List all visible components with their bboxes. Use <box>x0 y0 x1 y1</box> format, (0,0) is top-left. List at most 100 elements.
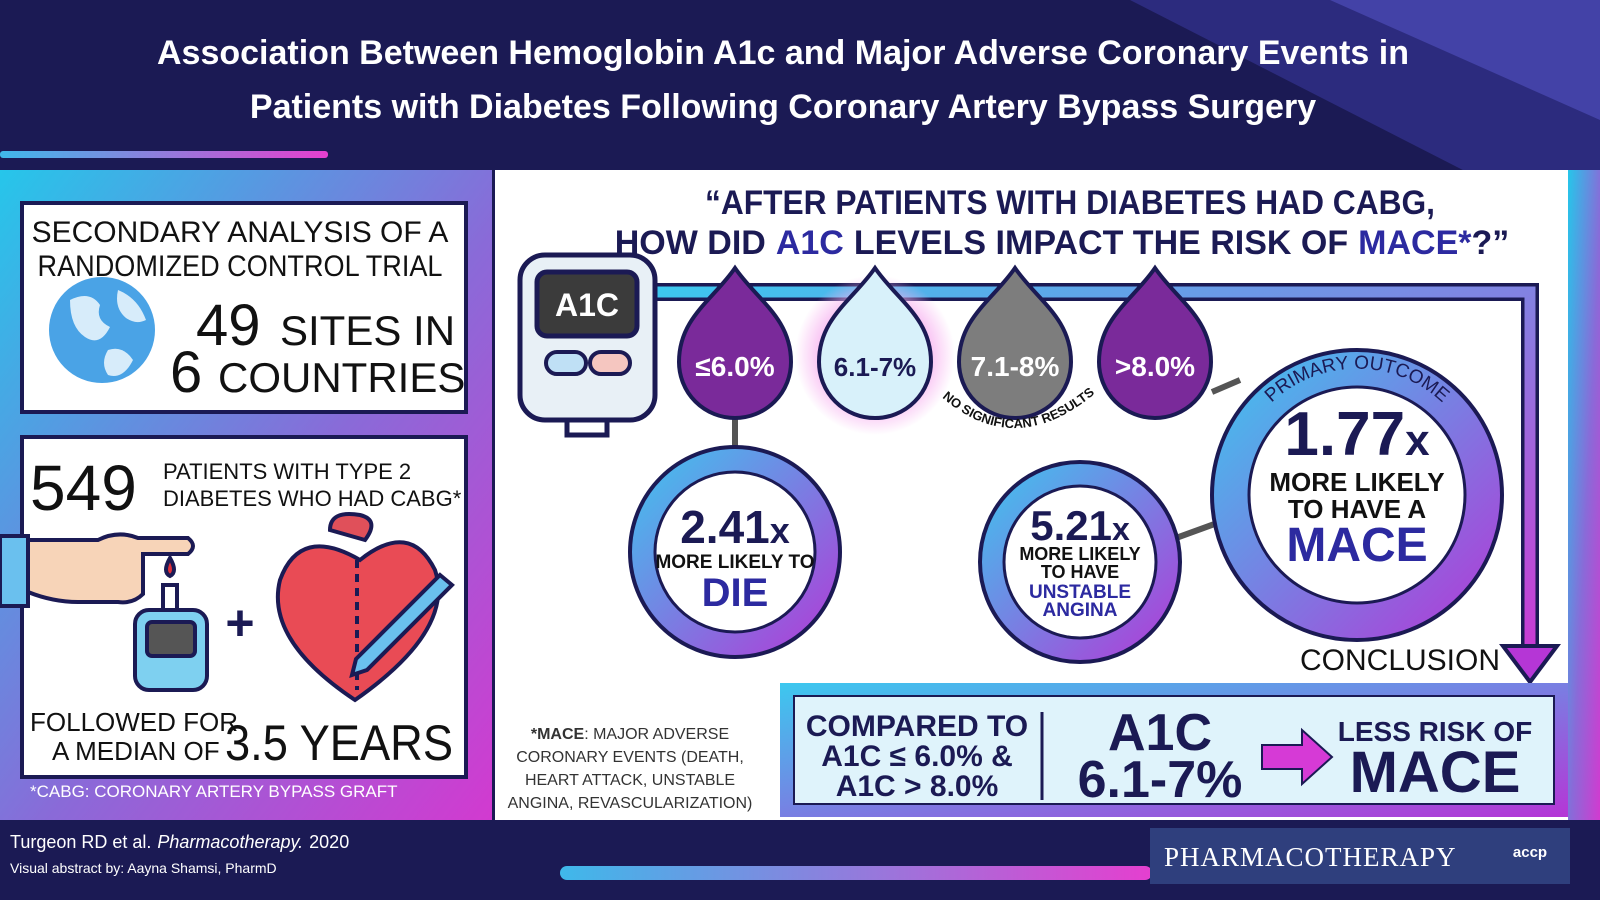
meter-label: A1C <box>555 287 619 323</box>
countries-label: COUNTRIES <box>218 354 465 401</box>
ratio-value: 1.77 <box>1284 400 1405 469</box>
patients-line: DIABETES WHO HAD CABG* <box>163 486 462 511</box>
journal-logo-bg <box>1150 828 1570 884</box>
patients-line: PATIENTS WITH TYPE 2 <box>163 459 411 484</box>
result-core <box>653 470 817 634</box>
decoration <box>164 553 176 579</box>
header-decor <box>1330 0 1600 120</box>
decoration <box>104 348 133 376</box>
right-edge <box>1568 170 1600 820</box>
result-core <box>1002 484 1158 640</box>
footer-bar <box>560 866 1152 880</box>
ratio-value: 5.21 <box>1030 502 1112 549</box>
question-part: ?” <box>1471 224 1509 262</box>
credit: Visual abstract by: Aayna Shamsi, PharmD <box>10 860 277 876</box>
plus-sign: + <box>225 595 254 651</box>
question-line: “AFTER PATIENTS WITH DIABETES HAD CABG, <box>705 184 1435 222</box>
cabg-footnote: *CABG: CORONARY ARTERY BYPASS GRAFT <box>30 782 398 801</box>
countries-count: 6 <box>170 340 202 405</box>
flow-arrow <box>650 283 1561 686</box>
decoration <box>588 350 632 376</box>
citation-authors: Turgeon RD et al. <box>10 832 151 852</box>
question-highlight: MACE* <box>1358 224 1472 262</box>
question-line: HOW DID A1C LEVELS IMPACT THE RISK OF MACE*… <box>615 224 1510 262</box>
sites-count: 49 <box>196 293 261 358</box>
ratio-value: 2.41 <box>680 501 770 553</box>
result-arrow <box>1261 727 1334 787</box>
decoration <box>327 512 374 543</box>
accp-badge: accp <box>1513 844 1547 861</box>
drop <box>676 264 794 420</box>
ratio-unit: x <box>1405 416 1430 465</box>
citation-journal: Pharmacotherapy. <box>157 832 303 852</box>
ratio-unit: x <box>770 510 790 551</box>
group-line: 6.1-7% <box>1078 751 1243 809</box>
a1c-drops: ≤6.0% 6.1-7% 7.1-8% >8.0% <box>676 264 1214 420</box>
result-line: MACE <box>1350 740 1521 805</box>
title-line: Patients with Diabetes Following Coronar… <box>250 88 1316 126</box>
citation: Turgeon RD et al. Pharmacotherapy. 2020 <box>10 832 349 852</box>
primary-line: MORE LIKELY <box>1269 467 1444 497</box>
mace-term: *MACE <box>531 726 585 743</box>
death-ratio: 2.41x <box>680 501 790 553</box>
drop-label: 6.1-7% <box>834 352 916 382</box>
title-line: Association Between Hemoglobin A1c and M… <box>157 34 1409 72</box>
primary-line: TO HAVE A <box>1288 494 1426 524</box>
mace-footnote-line: ANGINA, REVASCULARIZATION) <box>508 795 753 812</box>
connectors <box>732 377 1242 541</box>
primary-core <box>1247 385 1467 605</box>
decoration <box>145 620 197 658</box>
decoration <box>70 296 110 341</box>
question-highlight: A1C <box>776 224 844 262</box>
drop <box>1096 264 1214 420</box>
result-line: MORE LIKELY <box>1019 544 1140 564</box>
mace-footnote-line: CORONARY EVENTS (DEATH, <box>516 749 744 766</box>
group-line: A1C <box>1108 704 1212 762</box>
result-line: MORE LIKELY TO <box>655 552 814 573</box>
a1c-meter <box>517 252 658 438</box>
decoration <box>1174 519 1222 541</box>
drop-label: 7.1-8% <box>971 351 1060 382</box>
death-outcome: DIE <box>702 571 769 615</box>
drop-label: ≤6.0% <box>695 351 774 382</box>
conclusion-box <box>793 695 1555 805</box>
decoration <box>349 572 455 679</box>
journal-logo: PHARMACOTHERAPY <box>1164 842 1457 872</box>
decoration <box>1499 644 1561 686</box>
drop-label: >8.0% <box>1115 351 1195 382</box>
decoration <box>0 534 30 608</box>
sites-label: SITES IN <box>280 307 455 354</box>
angina-outcome: ANGINA <box>1043 600 1118 621</box>
citation-year: 2020 <box>309 832 349 852</box>
ratio-unit: x <box>1112 511 1130 547</box>
decoration <box>26 532 195 605</box>
question-part: LEVELS IMPACT THE RISK OF <box>854 224 1348 262</box>
comparison-line: A1C > 8.0% <box>836 770 999 803</box>
followup-line: FOLLOWED FOR <box>30 707 238 737</box>
comparison-line: COMPARED TO <box>806 710 1028 743</box>
conclusion-heading: CONCLUSION <box>1300 644 1500 677</box>
decoration <box>650 286 1536 650</box>
design-line: SECONDARY ANALYSIS OF A <box>32 216 449 249</box>
decoration <box>534 269 640 339</box>
result-line: LESS RISK OF <box>1338 716 1532 747</box>
heart-icon <box>275 512 455 703</box>
accent-bar <box>0 151 328 158</box>
primary-ratio: 1.77x <box>1284 400 1430 469</box>
angina-outcome: UNSTABLE <box>1029 582 1131 603</box>
globe-icon <box>49 277 155 383</box>
comparison-line: A1C ≤ 6.0% & <box>821 740 1013 773</box>
result-line: TO HAVE <box>1041 562 1119 582</box>
meter-icon <box>133 583 209 692</box>
drop <box>816 264 934 420</box>
patients-count: 549 <box>30 452 137 524</box>
angina-ratio: 5.21x <box>1030 502 1130 549</box>
followup-line: A MEDIAN OF <box>52 736 220 766</box>
decoration <box>544 350 588 376</box>
drop <box>956 264 1074 420</box>
hand-icon <box>0 532 195 608</box>
mace-footnote-line: HEART ATTACK, UNSTABLE <box>525 772 735 789</box>
